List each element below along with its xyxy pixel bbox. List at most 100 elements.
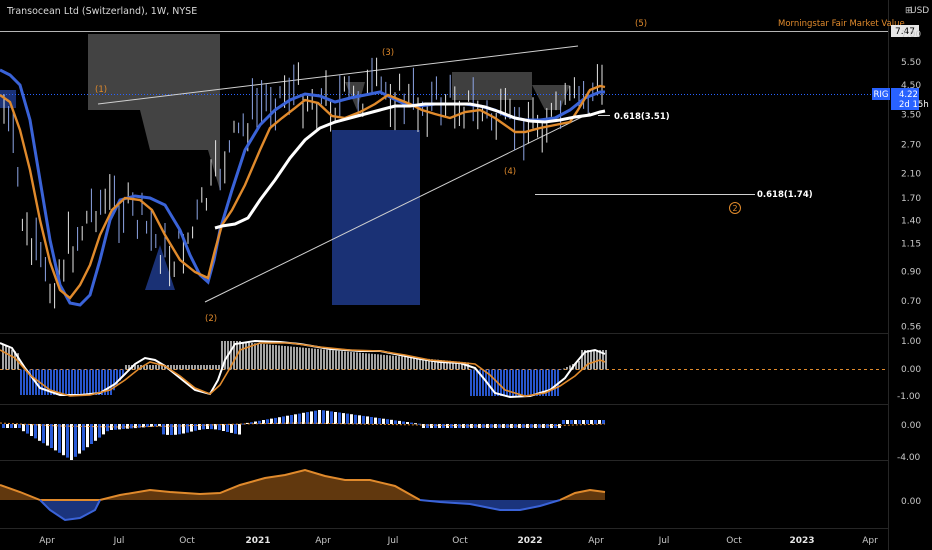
osc1-bar (5, 346, 7, 370)
osc2-bar (406, 422, 409, 424)
osc1-bar (560, 369, 562, 370)
osc1-bar (359, 352, 361, 370)
osc1-bar (218, 365, 220, 370)
osc1-bar (401, 356, 403, 370)
osc1-bar (134, 365, 136, 370)
osc1-bar (113, 369, 115, 391)
white-moving-average (214, 102, 606, 230)
osc2-bar (114, 424, 117, 430)
osc2-bar (282, 416, 285, 424)
osc2-bar (482, 424, 485, 428)
osc1-bar (98, 369, 100, 395)
osc2-bar (118, 424, 121, 430)
osc1-bar (272, 344, 274, 370)
osc1-bar (197, 365, 199, 370)
osc1-bar (41, 369, 43, 395)
upper-trendline (97, 45, 579, 105)
osc2-bar (46, 424, 49, 446)
osc2-bar (334, 412, 337, 424)
osc1-bar (251, 343, 253, 370)
osc1-bar (344, 351, 346, 370)
osc1-bar (374, 354, 376, 370)
osc1-bar (437, 359, 439, 370)
osc2-bar (70, 424, 73, 460)
osc1-bar (410, 357, 412, 370)
osc1-bar (554, 369, 556, 396)
osc1-bar (392, 355, 394, 370)
osc1-bar (386, 355, 388, 370)
osc1-bar (350, 351, 352, 370)
last-price-label: 4.22 (899, 90, 918, 100)
osc1-bar (50, 369, 52, 395)
osc2-bar (86, 424, 89, 448)
osc2-bar (126, 424, 129, 429)
osc1-bar (284, 346, 286, 370)
osc1-bar (449, 360, 451, 370)
osc1-bar (407, 357, 409, 370)
osc2-bar (434, 424, 437, 428)
osc2-bar (474, 424, 477, 428)
osc1-tick: 0.00 (901, 365, 921, 375)
osc2-bar (518, 424, 521, 428)
osc1-bar (461, 361, 463, 370)
osc1-bar (29, 369, 31, 395)
osc2-bar (190, 424, 193, 432)
osc1-bar (149, 365, 151, 370)
osc2-bar (534, 424, 537, 428)
osc1-bar (287, 346, 289, 370)
osc2-tick: 0.00 (901, 421, 921, 431)
osc1-bar (530, 369, 532, 396)
osc2-bar (394, 420, 397, 424)
osc1-bar (80, 369, 82, 395)
osc2-bar (82, 424, 85, 451)
osc1-bar (317, 348, 319, 370)
price-tick: 4.50 (901, 81, 921, 91)
wave-1-label: (1) (95, 85, 107, 95)
time-tick: Oct (726, 536, 742, 546)
osc2-bar (594, 420, 597, 424)
osc1-bar (335, 350, 337, 370)
osc2-bar (302, 412, 305, 424)
osc2-bar (514, 424, 517, 428)
osc2-bar (554, 424, 557, 428)
time-tick: Oct (179, 536, 195, 546)
osc2-bar (198, 424, 201, 430)
osc1-bar (158, 365, 160, 370)
time-tick: Apr (862, 536, 878, 546)
osc1-bar (380, 354, 382, 370)
fair-value-price-label-bg (891, 25, 919, 37)
osc1-bar (431, 359, 433, 370)
osc1-bar (527, 369, 529, 396)
osc1-bar (8, 347, 10, 370)
osc2-bar (186, 424, 189, 433)
settings-icon[interactable]: ⊞ (905, 6, 913, 16)
osc1-bar (248, 342, 250, 370)
osc2-bar (78, 424, 81, 454)
osc2-bar (558, 424, 561, 428)
fair-value-price-label: 7.47 (895, 27, 915, 37)
osc2-bar (598, 420, 601, 424)
osc2-bar (30, 424, 33, 436)
chart-title: Transocean Ltd (Switzerland), 1W, NYSE (6, 6, 197, 17)
price-tick: 1.40 (901, 217, 921, 227)
osc1-bar (548, 369, 550, 396)
oscillator-3-orange-line (559, 488, 606, 501)
osc1-bar (482, 369, 484, 396)
grey-zone (140, 34, 220, 190)
oscillator-3-blue-line (419, 499, 561, 511)
osc1-bar (536, 369, 538, 396)
wave-3-label: (3) (382, 48, 394, 58)
osc2-bar (210, 424, 213, 430)
osc1-bar (128, 365, 130, 370)
osc1-bar (242, 342, 244, 370)
osc1-bar (428, 358, 430, 370)
osc2-bar (538, 424, 541, 428)
osc1-bar (395, 355, 397, 370)
osc2-bar (498, 424, 501, 428)
time-tick: Oct (452, 536, 468, 546)
osc1-bar (587, 350, 589, 370)
osc1-bar (44, 369, 46, 395)
time-tick: Jul (658, 536, 670, 546)
price-tick: 7.00 (901, 30, 921, 40)
